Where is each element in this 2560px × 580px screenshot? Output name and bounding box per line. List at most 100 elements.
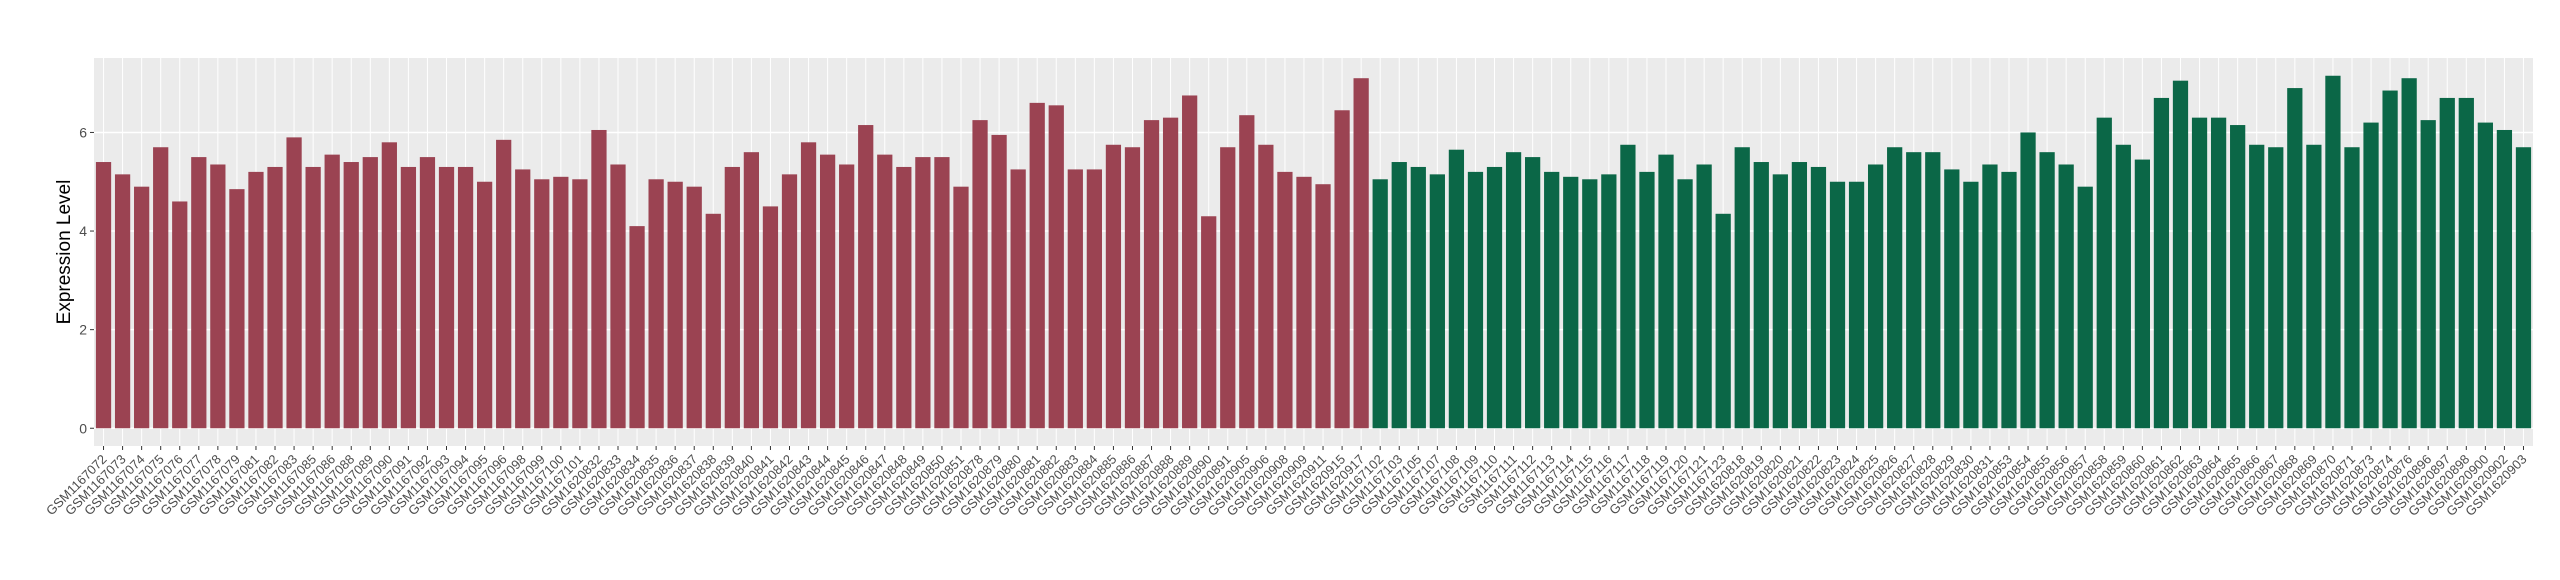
bar [934,157,950,429]
bar [496,139,512,429]
bar [1353,78,1369,429]
bar [1848,181,1865,429]
bar [1887,147,1903,429]
bar [553,176,569,429]
bar [819,154,836,429]
bar [1791,162,1808,429]
bar [724,166,740,429]
bar [419,157,436,429]
bar [438,166,455,429]
bar [1639,171,1655,429]
bar [2039,152,2055,429]
bar [2325,75,2341,429]
bar [2096,117,2112,429]
bar [95,162,112,429]
bar [858,125,874,429]
bar [1715,213,1731,429]
bar [1906,152,1922,429]
bar [2458,97,2474,429]
bar [476,181,493,429]
bar [1372,179,1388,429]
bar [648,179,664,429]
bar [2344,147,2360,429]
bar [1505,152,1522,429]
bar [2020,132,2036,429]
bar [1772,174,1788,429]
bar [743,152,760,429]
bar [2287,88,2303,429]
bar [1525,157,1541,429]
bar [2191,117,2208,429]
bar [400,166,417,429]
bar [1124,147,1141,429]
bar [362,157,378,429]
bar [1582,179,1598,429]
bar [153,147,169,429]
bar [2001,171,2017,429]
bar [991,134,1007,429]
bar [2477,122,2493,429]
bar [629,226,645,429]
bar [1277,171,1293,429]
bar [457,166,474,429]
bar [1448,149,1465,429]
bar [686,186,702,429]
bar [343,162,359,429]
bar [134,186,150,429]
bar [972,120,988,429]
bar [2401,78,2417,429]
bar [781,174,798,429]
bar [1658,154,1674,429]
bar [2496,129,2513,429]
bar [1143,120,1160,429]
bar [1105,144,1122,429]
bar [1544,171,1560,429]
bar [229,189,245,429]
bar [1239,115,1255,429]
bar [705,213,721,429]
y-tick-label: 4 [79,223,87,239]
bar [191,157,207,429]
bar [1829,181,1846,429]
bar [1334,110,1350,429]
bar [572,179,588,429]
bar [1086,169,1102,429]
bar [2439,97,2455,429]
bar [2115,144,2131,429]
bar [1601,174,1617,429]
bar [1429,174,1445,429]
y-tick-label: 0 [79,420,87,436]
bar [1753,162,1769,429]
bar [1182,95,1198,429]
bar [896,166,912,429]
bar [1010,169,1026,429]
bar [1201,216,1217,429]
bar [1467,171,1484,429]
bar [1391,162,1407,429]
bar [2268,147,2284,429]
bar [267,166,283,429]
bar [248,171,264,429]
bar [2172,80,2189,429]
bar [2515,147,2532,429]
bar [953,186,969,429]
bar [2153,97,2170,429]
bar [2382,90,2398,429]
bar [2249,144,2265,429]
bar [305,166,321,429]
bar [1296,176,1312,429]
bar [762,206,779,429]
bar [2077,186,2093,429]
bar [172,201,188,429]
bar [2420,120,2436,429]
bar [1029,102,1045,429]
bar [1162,117,1179,429]
bar [1258,144,1274,429]
bar [610,164,626,429]
y-axis-title: Expression Level [54,180,75,325]
bar [800,142,817,429]
bar [286,137,302,429]
bar [2210,117,2227,429]
